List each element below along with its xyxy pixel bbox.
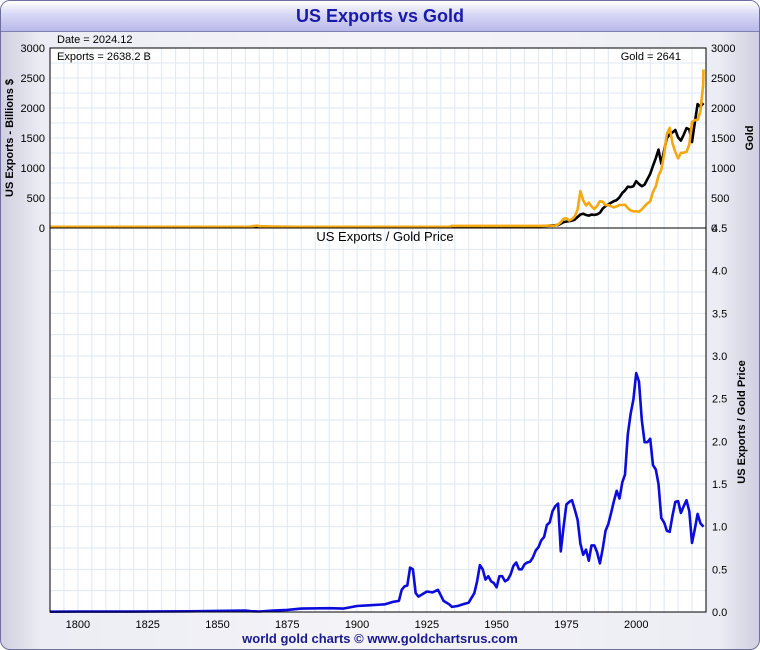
y-left-tick-label: 2000 <box>21 103 45 115</box>
bottom-panel: 0.0 0.5 1.0 1.5 2.0 2.5 3.0 3.5 4.0 4.5 1800 1825 18… <box>49 223 727 631</box>
chart-title: US Exports vs Gold <box>1 1 759 32</box>
x-tick-label: 1875 <box>275 619 299 631</box>
y-ratio-tick-label: 4.0 <box>712 266 727 278</box>
y-ratio-tick-label: 1.0 <box>712 522 727 534</box>
y-ratio-tick-label: 2.5 <box>712 394 727 406</box>
y-ratio-tick-label: 1.5 <box>712 479 727 491</box>
date-annotation: Date = 2024.12 <box>57 34 133 46</box>
y-left-tick-label: 2500 <box>21 73 45 85</box>
y-right-tick-label: 1500 <box>711 133 735 145</box>
x-tick-label: 1900 <box>345 619 369 631</box>
y-ratio-axis-title: US Exports / Gold Price <box>736 360 748 483</box>
y-left-tick-label: 0 <box>39 223 45 235</box>
exports-gold-ratio-line <box>49 371 705 613</box>
top-panel: 0 0 500 500 1000 1000 1500 1500 2000 2000 2500 2500… <box>21 43 736 235</box>
y-right-tick-label: 3000 <box>711 43 735 55</box>
x-tick-label: 2000 <box>624 619 648 631</box>
y-right-tick-label: 1000 <box>711 163 735 175</box>
y-left-tick-label: 1500 <box>21 133 45 145</box>
y-right-tick-label: 0 <box>711 223 717 235</box>
x-tick-label: 1825 <box>135 619 159 631</box>
exports-annotation: Exports = 2638.2 B <box>57 51 151 63</box>
y-ratio-tick-label: 3.0 <box>712 351 727 363</box>
x-tick-label: 1975 <box>554 619 578 631</box>
gold-annotation: Gold = 2641 <box>621 51 681 63</box>
x-tick-label: 1850 <box>205 619 229 631</box>
y-ratio-tick-label: 0.0 <box>712 607 727 619</box>
y-right-tick-label: 2000 <box>711 103 735 115</box>
y-ratio-tick-label: 2.0 <box>712 436 727 448</box>
gold-price-line <box>50 69 705 229</box>
footer-credit: world gold charts © www.goldchartsrus.co… <box>242 631 518 646</box>
y-right-tick-label: 500 <box>711 193 729 205</box>
y-right-tick-label: 2500 <box>711 73 735 85</box>
y-ratio-tick-label: 3.5 <box>712 308 727 320</box>
bottom-panel-title: US Exports / Gold Price <box>316 229 453 244</box>
x-tick-label: 1950 <box>484 619 508 631</box>
y-ratio-tick-label: 4.5 <box>712 223 727 235</box>
y-left-tick-label: 3000 <box>21 43 45 55</box>
bottom-plot-border <box>49 227 707 613</box>
y-left-tick-label: 500 <box>27 193 45 205</box>
y-left-tick-label: 1000 <box>21 163 45 175</box>
y-left-axis-title: US Exports - Billions $ <box>4 79 16 197</box>
x-tick-label: 1800 <box>66 619 90 631</box>
y-ratio-tick-label: 0.5 <box>712 564 727 576</box>
x-tick-label: 1925 <box>415 619 439 631</box>
y-right-axis-title: Gold <box>744 125 756 150</box>
